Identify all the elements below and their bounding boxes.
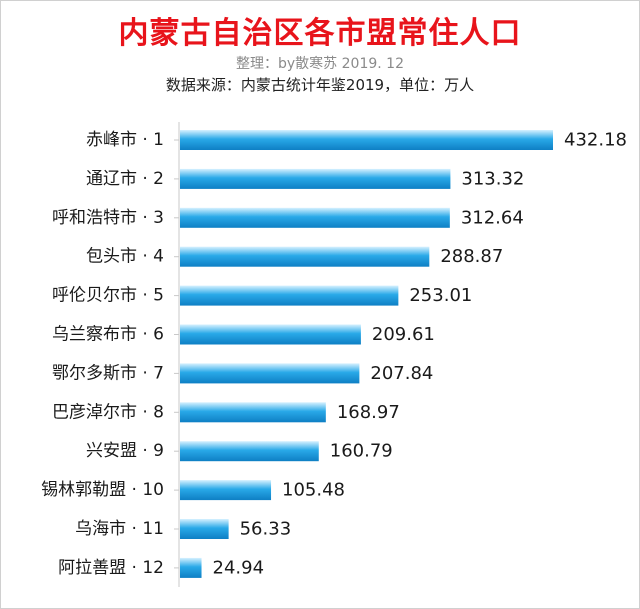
- category-label: 包头市 · 4: [86, 247, 164, 267]
- value-label: 56.33: [240, 519, 292, 540]
- value-label: 209.61: [372, 324, 435, 345]
- value-label: 432.18: [564, 130, 627, 151]
- bar: [180, 402, 326, 423]
- category-label: 通辽市 · 2: [86, 169, 164, 189]
- value-label: 160.79: [330, 441, 393, 462]
- value-label: 105.48: [282, 480, 345, 501]
- value-label: 253.01: [409, 285, 472, 306]
- value-label: 207.84: [370, 363, 433, 384]
- bar: [180, 285, 399, 306]
- category-label: 乌兰察布市 · 6: [52, 325, 164, 345]
- category-label: 巴彦淖尔市 · 8: [52, 402, 164, 422]
- value-label: 313.32: [461, 168, 524, 189]
- bar: [180, 441, 319, 462]
- category-label: 呼和浩特市 · 3: [52, 208, 164, 228]
- category-label: 乌海市 · 11: [75, 519, 164, 539]
- bar: [180, 324, 361, 345]
- chart-source-note: 数据来源：内蒙古统计年鉴2019，单位：万人: [165, 76, 475, 94]
- bar: [180, 557, 202, 578]
- category-label: 赤峰市 · 1: [86, 130, 164, 150]
- category-label: 锡林郭勒盟 · 10: [41, 480, 164, 500]
- bar: [180, 519, 229, 539]
- value-label: 168.97: [337, 402, 400, 423]
- category-label: 阿拉善盟 · 12: [58, 558, 164, 578]
- bar: [180, 207, 450, 228]
- bar: [180, 480, 272, 501]
- bar: [180, 130, 553, 150]
- value-label: 288.87: [440, 246, 503, 267]
- bar: [180, 363, 360, 384]
- chart-title: 内蒙古自治区各市盟常住人口: [118, 16, 522, 51]
- category-label: 呼伦贝尔市 · 5: [52, 286, 164, 306]
- bar: [180, 168, 451, 189]
- value-label: 24.94: [213, 557, 265, 578]
- category-label: 兴安盟 · 9: [86, 441, 164, 461]
- chart-subtitle: 整理：by散寒苏 2019. 12: [236, 56, 404, 72]
- category-label: 鄂尔多斯市 · 7: [52, 363, 164, 383]
- value-label: 312.64: [461, 207, 524, 228]
- bar: [180, 246, 430, 267]
